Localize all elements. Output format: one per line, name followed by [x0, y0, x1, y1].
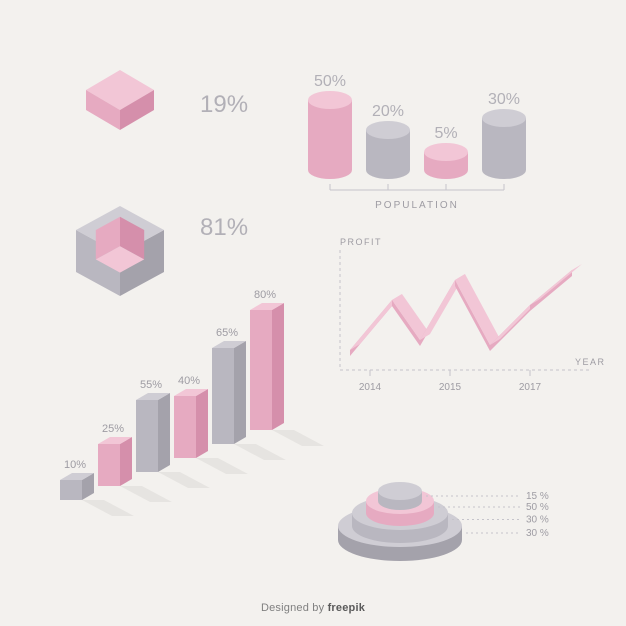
cylinder-body: [308, 100, 352, 179]
bar-label: 80%: [254, 289, 276, 301]
bar-shadow: [82, 500, 134, 516]
bar-shadow: [196, 458, 248, 474]
bar-front: [98, 444, 120, 486]
bar-front: [60, 480, 82, 500]
ribbon-top: [455, 274, 500, 345]
cylinder-body: [482, 118, 526, 179]
x-tick-label: 2015: [439, 382, 462, 393]
bar-front: [174, 396, 196, 458]
bar-right: [272, 303, 284, 430]
bar-right: [158, 393, 170, 472]
cylinder-label: 50%: [314, 73, 346, 90]
bar-shadow: [234, 444, 286, 460]
bar-shadow: [158, 472, 210, 488]
cube-solid-label: 19%: [200, 91, 248, 118]
bar-right: [196, 389, 208, 458]
bar-label: 10%: [64, 459, 86, 471]
x-tick-label: 2017: [519, 382, 542, 393]
population-title: POPULATION: [375, 200, 459, 211]
bar-label: 40%: [178, 375, 200, 387]
bar-label: 55%: [140, 379, 162, 391]
cylinder-top: [366, 121, 410, 139]
stack-label: 15 %: [526, 491, 549, 502]
footer-pre: Designed by: [261, 602, 328, 614]
cylinder-label: 30%: [488, 91, 520, 108]
cylinder-top: [308, 91, 352, 109]
cube-hollow-label: 81%: [200, 214, 248, 241]
stack-label: 30 %: [526, 515, 549, 526]
bar-label: 65%: [216, 327, 238, 339]
bar-front: [136, 400, 158, 472]
axis-y-label: PROFIT: [340, 237, 382, 247]
stack-top: [378, 482, 422, 500]
stack-label: 50 %: [526, 502, 549, 513]
bar-right: [234, 341, 246, 444]
x-tick-label: 2014: [359, 382, 382, 393]
cylinder-label: 20%: [372, 103, 404, 120]
bar-label: 25%: [102, 423, 124, 435]
attribution: Designed by freepik: [0, 602, 626, 614]
cylinder-label: 5%: [434, 125, 457, 142]
stack-label: 30 %: [526, 528, 549, 539]
bar-front: [212, 348, 234, 444]
cylinder-top: [482, 109, 526, 127]
bar-shadow: [272, 430, 324, 446]
ribbon-top: [530, 264, 582, 305]
bar-front: [250, 310, 272, 430]
bar-right: [120, 437, 132, 486]
footer-brand: freepik: [328, 602, 365, 614]
axis-x-label: YEAR: [575, 357, 606, 367]
cylinder-top: [424, 143, 468, 161]
bar-shadow: [120, 486, 172, 502]
